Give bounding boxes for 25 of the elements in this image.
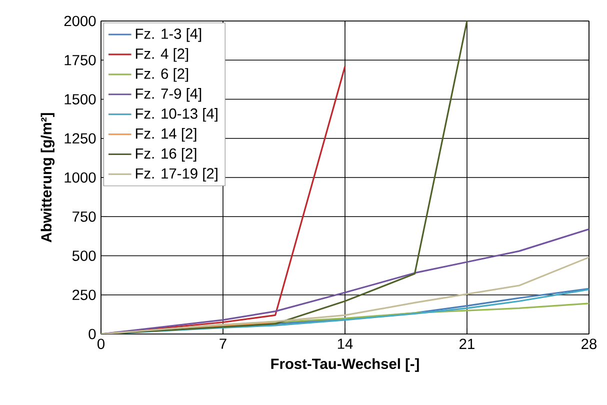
legend-label: Fz. 10-13 [4] — [136, 108, 218, 122]
y-tick-label: 250 — [72, 290, 96, 300]
y-tick-label: 500 — [72, 250, 96, 261]
y-axis-title: Abwitterung [g/m²] — [40, 113, 55, 242]
legend-label: Fz. 1-3 [4] — [136, 28, 202, 42]
legend-label: Fz. 7-9 [4] — [136, 88, 202, 102]
x-tick-label: 28 — [582, 338, 596, 350]
y-tick-label: 2000 — [64, 16, 96, 26]
y-tick-label: 0 — [88, 328, 96, 340]
x-axis-title: Frost-Tau-Wechsel [-] — [271, 358, 419, 372]
x-tick-label: 21 — [460, 338, 474, 349]
y-tick-label: 1500 — [64, 94, 96, 104]
legend-label: Fz. 4 [2] — [136, 48, 188, 62]
x-tick-label: 14 — [338, 338, 353, 349]
y-tick-label: 1750 — [64, 54, 96, 66]
legend-label: Fz. 14 [2] — [136, 128, 196, 142]
legend-label: Fz. 6 [2] — [136, 68, 188, 82]
legend-label: Fz. 17-19 [2] — [136, 168, 218, 182]
y-tick-label: 1250 — [64, 133, 96, 144]
line-series — [101, 256, 589, 334]
y-tick-label: 1000 — [64, 172, 96, 183]
x-tick-label: 0 — [97, 338, 104, 350]
x-tick-label: 7 — [220, 338, 226, 349]
y-tick-label: 750 — [72, 211, 96, 222]
legend-label: Fz. 16 [2] — [136, 148, 196, 162]
